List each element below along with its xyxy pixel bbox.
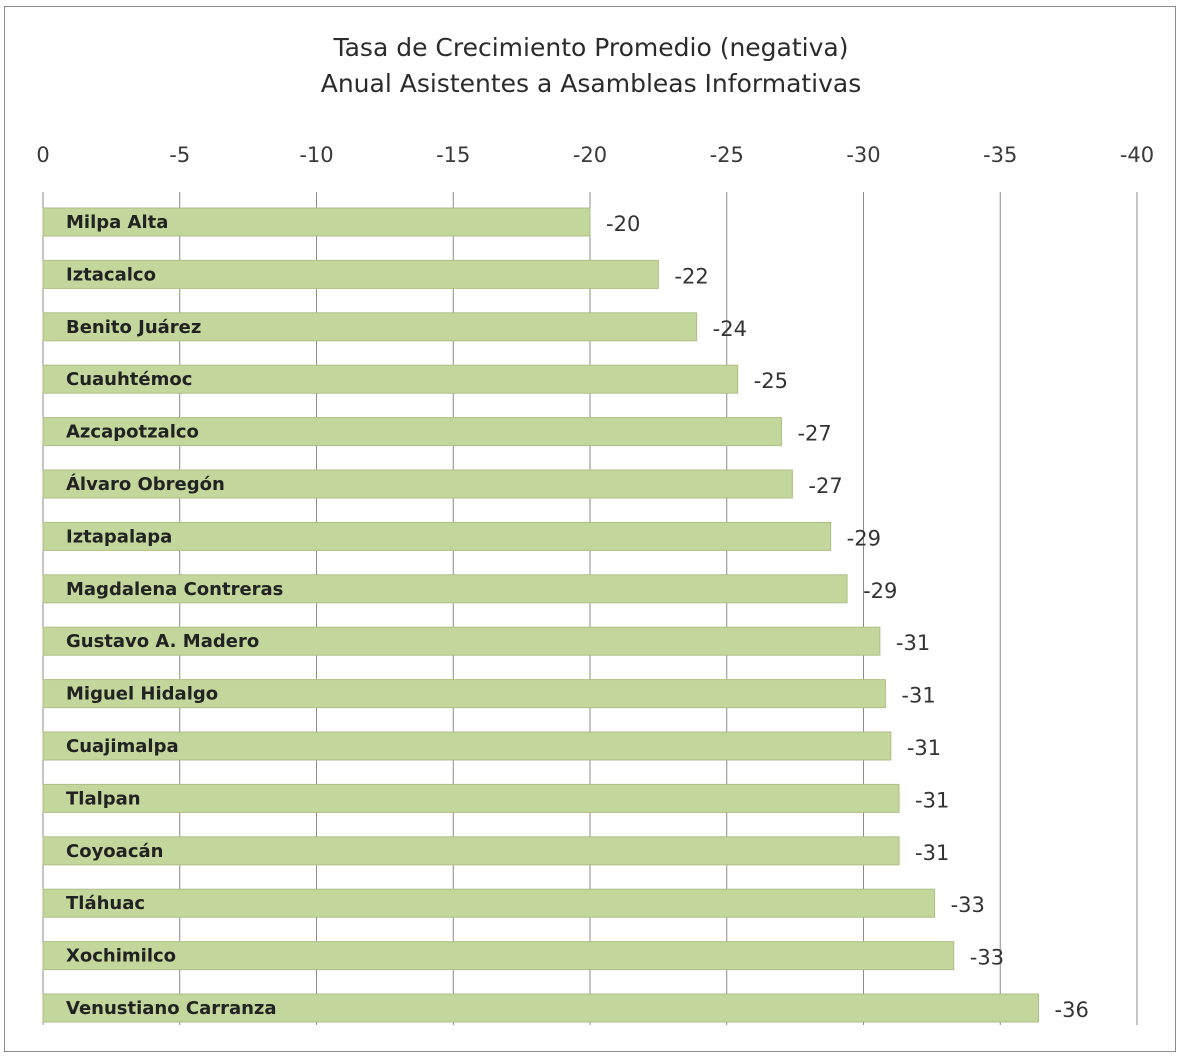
bar — [42, 836, 900, 866]
bar — [42, 521, 832, 551]
bar — [42, 626, 881, 656]
x-tick-label: -25 — [710, 143, 744, 167]
bar — [42, 941, 955, 971]
chart-title-line2: Anual Asistentes a Asambleas Informativa… — [320, 69, 862, 98]
category-label: Tlalpan — [66, 788, 141, 809]
category-label: Miguel Hidalgo — [66, 684, 218, 705]
category-label: Cuauhtémoc — [66, 369, 192, 390]
data-label: -27 — [808, 474, 842, 498]
bar — [42, 259, 659, 289]
data-label: -29 — [863, 579, 897, 603]
data-label: -27 — [797, 422, 831, 446]
x-tick-label: -30 — [846, 143, 880, 167]
category-label: Venustiano Carranza — [66, 998, 277, 1019]
bar — [42, 679, 886, 709]
category-label: Azcapotzalco — [66, 422, 199, 443]
bar — [42, 312, 698, 342]
data-label: -29 — [847, 526, 881, 550]
chart-title: Tasa de Crecimiento Promedio (negativa) … — [0, 30, 1182, 102]
chart-title-line1: Tasa de Crecimiento Promedio (negativa) — [333, 33, 849, 62]
category-label: Álvaro Obregón — [66, 473, 225, 495]
bar — [42, 207, 591, 237]
bar — [42, 783, 900, 813]
data-label: -20 — [606, 212, 640, 236]
category-label: Coyoacán — [66, 841, 163, 862]
x-tick-label: -40 — [1120, 143, 1154, 167]
data-label: -31 — [901, 684, 935, 708]
data-label: -31 — [915, 841, 949, 865]
data-label: -22 — [674, 264, 708, 288]
x-tick-label: -15 — [436, 143, 470, 167]
data-label: -31 — [896, 631, 930, 655]
data-label: -25 — [754, 369, 788, 393]
category-label: Iztapalapa — [66, 526, 172, 547]
category-label: Benito Juárez — [66, 317, 201, 338]
data-label: -31 — [915, 788, 949, 812]
category-label: Milpa Alta — [66, 212, 168, 233]
bar — [42, 469, 793, 499]
bar — [42, 574, 848, 604]
category-label: Xochimilco — [66, 946, 176, 967]
category-label: Tláhuac — [66, 893, 145, 914]
category-label: Iztacalco — [66, 264, 156, 285]
category-label: Gustavo A. Madero — [66, 631, 259, 652]
data-label: -33 — [970, 946, 1004, 970]
bar — [42, 417, 782, 447]
x-tick-label: -5 — [169, 143, 190, 167]
x-tick-label: -35 — [983, 143, 1017, 167]
data-label: -24 — [713, 317, 747, 341]
x-tick-label: -20 — [573, 143, 607, 167]
bar — [42, 364, 739, 394]
data-label: -33 — [951, 893, 985, 917]
bar — [42, 993, 1040, 1023]
category-label: Magdalena Contreras — [66, 579, 283, 600]
data-label: -36 — [1055, 998, 1089, 1022]
bar — [42, 888, 936, 918]
x-tick-label: -10 — [299, 143, 333, 167]
data-label: -31 — [907, 736, 941, 760]
bar — [42, 731, 892, 761]
x-tick-label: 0 — [36, 143, 49, 167]
category-label: Cuajimalpa — [66, 736, 179, 757]
